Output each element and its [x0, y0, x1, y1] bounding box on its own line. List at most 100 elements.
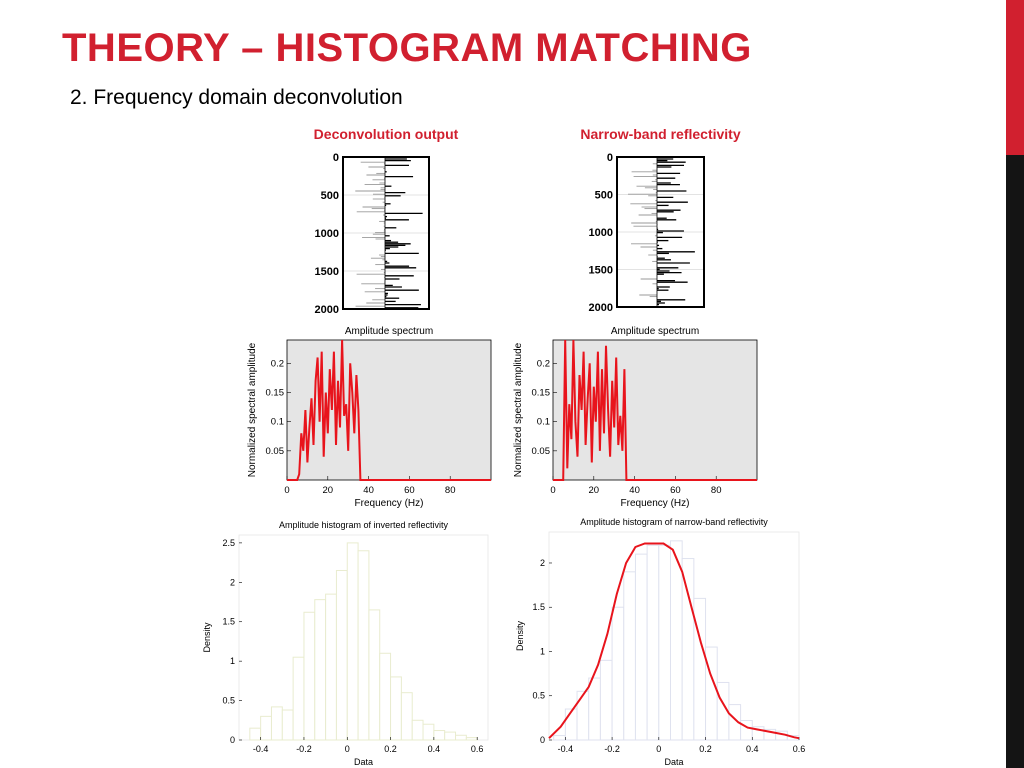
y-tick-label: 2 — [230, 577, 235, 587]
histogram-bar — [611, 606, 625, 741]
x-tick-label: 0.6 — [471, 744, 484, 754]
x-tick-label: 0.2 — [384, 744, 397, 754]
y-tick-label: 1 — [230, 656, 235, 666]
histogram-bar — [335, 569, 348, 741]
histogram-bar — [588, 677, 601, 741]
histogram-bar — [260, 715, 272, 741]
histogram-bar — [623, 571, 636, 741]
histogram-bar — [669, 540, 683, 741]
x-tick-label: -0.2 — [296, 744, 312, 754]
y-tick-label: 0 — [540, 735, 545, 745]
histogram-bar — [314, 599, 327, 741]
y-tick-label: 0.15 — [266, 388, 285, 399]
trace-tick-label: 1000 — [589, 227, 613, 239]
histogram-bar — [400, 692, 413, 741]
x-tick-label: -0.4 — [253, 744, 269, 754]
slide-subtitle: 2. Frequency domain deconvolution — [70, 86, 403, 109]
y-tick-label: 0.1 — [271, 417, 284, 428]
y-tick-label: 0.05 — [532, 446, 551, 457]
y-tick-label: 0.15 — [532, 388, 551, 399]
trace-title: Narrow-band reflectivity — [580, 126, 740, 142]
y-tick-label: 0.2 — [537, 358, 550, 369]
spectrum-title: Amplitude spectrum — [611, 326, 699, 337]
x-tick-label: 0.4 — [428, 744, 441, 754]
trace-tick-label: 2000 — [589, 302, 613, 314]
y-axis-label: Density — [202, 622, 212, 653]
trace-tick-label: 1000 — [315, 228, 339, 240]
x-tick-label: 80 — [711, 485, 722, 496]
y-axis-label: Normalized spectral amplitude — [247, 342, 258, 477]
trace-tick-label: 0 — [333, 152, 339, 164]
x-tick-label: 0.6 — [793, 744, 806, 754]
slide-title: THEORY – HISTOGRAM MATCHING — [62, 26, 752, 70]
density-curve — [548, 542, 800, 740]
histogram-bar — [422, 723, 435, 741]
y-tick-label: 1 — [540, 646, 545, 656]
histogram-bar — [465, 737, 478, 741]
x-tick-label: 0 — [656, 744, 661, 754]
y-tick-label: 0.05 — [266, 446, 285, 457]
x-tick-label: 0.4 — [746, 744, 759, 754]
spectrum-title: Amplitude spectrum — [345, 326, 433, 337]
y-axis-label: Density — [515, 620, 525, 651]
y-tick-label: 0 — [230, 735, 235, 745]
x-tick-label: 40 — [363, 485, 374, 496]
trace-tick-label: 0 — [607, 152, 613, 164]
x-tick-label: 0 — [550, 485, 555, 496]
y-tick-label: 2 — [540, 558, 545, 568]
histogram-title: Amplitude histogram of narrow-band refle… — [580, 517, 768, 527]
x-tick-label: 0 — [284, 485, 289, 496]
y-tick-label: 2.5 — [222, 538, 235, 548]
histogram-bar — [368, 609, 381, 741]
x-tick-label: 40 — [629, 485, 640, 496]
accent-bar-top — [1006, 0, 1024, 155]
histogram-bar — [658, 544, 671, 741]
spectrum-line — [553, 339, 757, 481]
trace-tick-label: 1500 — [589, 265, 613, 277]
histogram-bar — [249, 727, 262, 741]
histogram-bar — [325, 593, 337, 741]
histogram-title: Amplitude histogram of inverted reflecti… — [279, 520, 449, 530]
y-tick-label: 0.1 — [537, 417, 550, 428]
y-tick-label: 1.5 — [532, 602, 545, 612]
histogram-bar — [303, 611, 316, 741]
histogram-bar — [740, 720, 753, 741]
histogram-bar — [379, 652, 392, 741]
trace-tick-label: 500 — [321, 190, 339, 202]
spectrum-line — [287, 339, 491, 481]
y-axis-label: Normalized spectral amplitude — [513, 342, 524, 477]
trace-frame — [616, 156, 705, 308]
accent-bar-bottom — [1006, 155, 1024, 768]
histogram-bar — [292, 656, 305, 741]
x-tick-label: 0.2 — [699, 744, 712, 754]
histogram-bar — [411, 719, 424, 741]
x-tick-label: 60 — [404, 485, 415, 496]
x-axis-label: Frequency (Hz) — [621, 498, 690, 509]
x-tick-label: 20 — [323, 485, 334, 496]
histogram-bar — [390, 676, 402, 741]
x-tick-label: 80 — [445, 485, 456, 496]
y-tick-label: 0.5 — [222, 696, 235, 706]
y-tick-label: 0.5 — [532, 691, 545, 701]
histogram-bar — [599, 659, 613, 741]
histogram-bar — [564, 708, 578, 741]
histogram-bar — [270, 706, 283, 741]
histogram-bar — [357, 550, 370, 741]
y-tick-label: 0.2 — [271, 358, 284, 369]
trace-tick-label: 1500 — [315, 266, 339, 278]
histogram-bar — [681, 558, 695, 741]
x-tick-label: 0 — [345, 744, 350, 754]
x-axis-label: Data — [354, 757, 373, 767]
x-tick-label: 20 — [589, 485, 600, 496]
y-tick-label: 1.5 — [222, 617, 235, 627]
histogram-bar — [281, 709, 294, 741]
histogram-bar — [433, 730, 446, 741]
x-tick-label: -0.4 — [558, 744, 574, 754]
histogram-bar — [455, 734, 467, 741]
histogram-bar — [444, 731, 457, 741]
histogram-bar — [634, 553, 648, 741]
trace-frame — [342, 156, 430, 310]
x-axis-label: Data — [664, 757, 683, 767]
histogram-bar — [576, 690, 590, 741]
x-tick-label: 60 — [670, 485, 681, 496]
